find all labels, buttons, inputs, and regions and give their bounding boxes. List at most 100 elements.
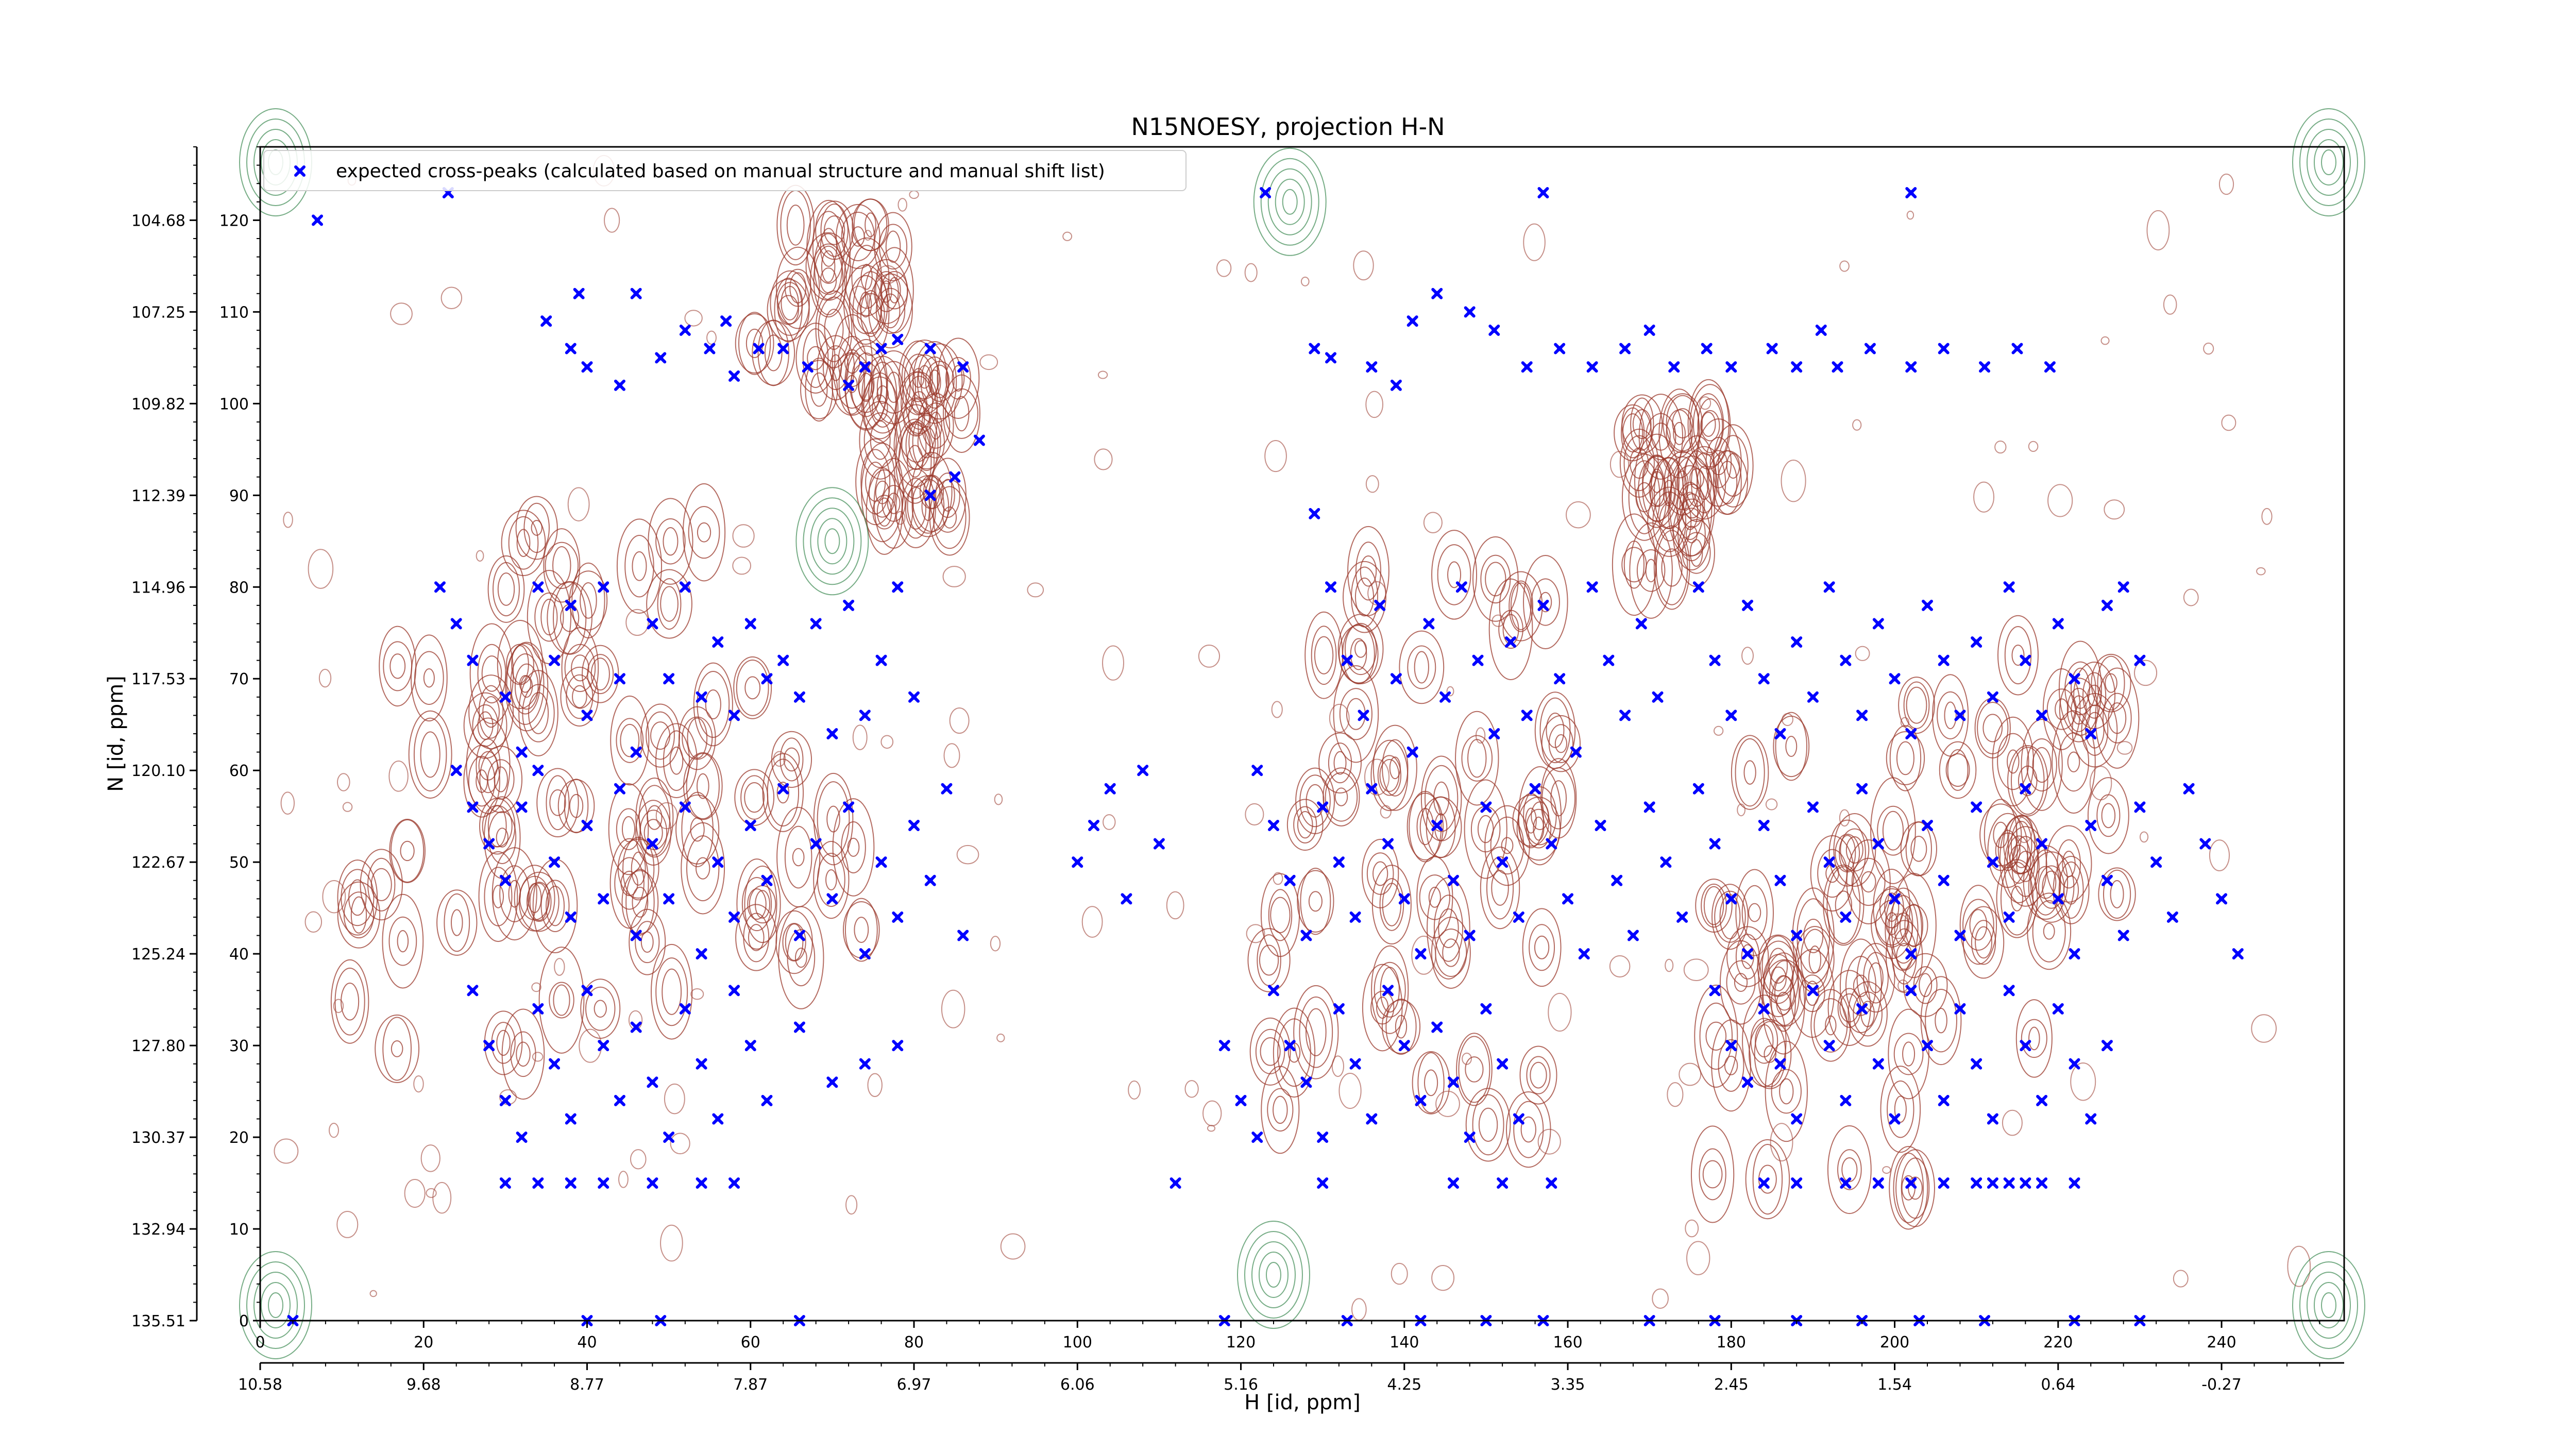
contour-ring: [1945, 753, 1970, 787]
cross-peak-point: [2020, 654, 2031, 666]
cross-peak-point: [1807, 691, 1819, 703]
y-index-tick-label: 70: [229, 670, 249, 688]
contour-ring: [865, 461, 886, 502]
contour-ring: [646, 711, 675, 760]
noise-contour: [2104, 499, 2125, 520]
cross-peak-point: [1987, 856, 1998, 868]
contour-ring: [546, 775, 570, 831]
cross-peak-point: [1856, 1003, 1868, 1015]
contour-ring: [875, 288, 906, 334]
cross-peak-point: [1423, 618, 1435, 630]
cross-peak-point: [1872, 618, 1884, 630]
noise-contour: [1462, 1052, 1472, 1065]
contour-ring: [838, 353, 866, 415]
contour-ring: [1817, 849, 1848, 898]
negative-contour: [268, 1292, 283, 1318]
cross-peak-point: [1676, 911, 1688, 923]
contour-ring: [1376, 997, 1389, 1019]
noise-contour: [1765, 798, 1778, 811]
x-index-tick-label: 180: [1717, 1334, 1746, 1352]
negative-contour: [1260, 158, 1319, 246]
contour-ring: [697, 522, 711, 543]
contour-ring: [1748, 903, 1761, 922]
cross-peak-point: [1635, 618, 1647, 630]
cross-peak-point: [573, 288, 585, 299]
contour-ring: [898, 423, 932, 499]
contour-ring: [1465, 1088, 1511, 1162]
cross-peak-point: [2069, 673, 2080, 685]
contour-ring: [1774, 975, 1795, 1011]
noise-contour: [440, 286, 463, 310]
cross-peak-point: [1104, 783, 1116, 795]
contour-ring: [1775, 712, 1808, 781]
contour-ring: [477, 644, 506, 704]
cross-peak-point: [859, 361, 871, 373]
contour-ring: [705, 689, 721, 720]
contour-ring: [1273, 1095, 1288, 1124]
contour-ring: [1428, 886, 1441, 908]
contour-ring: [1902, 1041, 1916, 1067]
contour-ring: [1621, 453, 1667, 541]
cross-peak-point: [1595, 819, 1606, 831]
contour-ring: [1645, 559, 1657, 583]
contour-ring: [410, 634, 448, 722]
noise-contour: [994, 794, 1003, 805]
noise-contour: [1683, 958, 1709, 982]
negative-contour: [795, 487, 869, 596]
contour-ring: [1705, 1021, 1727, 1051]
contour-ring: [744, 782, 765, 813]
contour-ring: [1699, 1002, 1733, 1070]
contour-ring: [771, 731, 812, 788]
contour-ring: [1419, 796, 1462, 858]
cross-peak-point: [1121, 893, 1132, 905]
contour-ring: [2032, 747, 2052, 783]
contour-ring: [1339, 688, 1372, 740]
noise-contour: [554, 958, 565, 976]
contour-ring: [1718, 1039, 1744, 1092]
cross-peak-point: [728, 710, 740, 721]
contour-ring: [774, 277, 803, 343]
contour-ring: [1853, 991, 1883, 1037]
contour-ring: [1520, 1116, 1536, 1143]
cross-peak-point: [1709, 985, 1721, 997]
noise-contour: [1216, 259, 1232, 277]
cross-peak-point: [1938, 1177, 1950, 1189]
contour-ring: [488, 811, 517, 864]
cross-peak-point: [2117, 581, 2129, 593]
noise-contour: [342, 802, 353, 812]
contour-ring: [917, 426, 936, 459]
noise-contour: [2256, 567, 2266, 576]
cross-peak-point: [2044, 361, 2056, 373]
contour-ring: [937, 338, 980, 419]
noise-contour: [2261, 508, 2273, 525]
contour-ring: [795, 948, 807, 968]
contour-ring: [1893, 1033, 1924, 1075]
x-index-tick-label: 100: [1063, 1334, 1092, 1352]
contour-ring: [1297, 870, 1334, 933]
contour-ring: [1814, 998, 1848, 1053]
contour-ring: [552, 546, 571, 585]
contour-ring: [2101, 803, 2116, 829]
cross-peak-point: [1840, 1094, 1852, 1106]
cross-peak-point: [843, 599, 855, 611]
noise-contour: [432, 1182, 452, 1214]
contour-ring: [413, 717, 447, 792]
cross-peak-point: [1823, 1040, 1835, 1052]
x-ppm-tick-label: 1.54: [1877, 1376, 1912, 1394]
noise-contour: [1103, 814, 1116, 830]
cross-peak-point: [2085, 1113, 2097, 1125]
contour-ring: [450, 909, 463, 936]
cross-peak-point: [483, 1040, 495, 1052]
cross-peak-point: [1905, 1177, 1917, 1189]
contour-ring: [817, 853, 845, 907]
cross-peak-point: [1872, 838, 1884, 850]
contour-ring: [614, 857, 645, 910]
contour-ring: [895, 418, 935, 504]
contour-ring: [1666, 409, 1693, 458]
noise-contour: [660, 1224, 683, 1262]
contour-ring: [632, 551, 647, 581]
noise-contour: [333, 999, 344, 1014]
cross-peak-point: [1546, 1177, 1557, 1189]
contour-ring: [844, 237, 890, 316]
contour-ring: [880, 271, 908, 310]
